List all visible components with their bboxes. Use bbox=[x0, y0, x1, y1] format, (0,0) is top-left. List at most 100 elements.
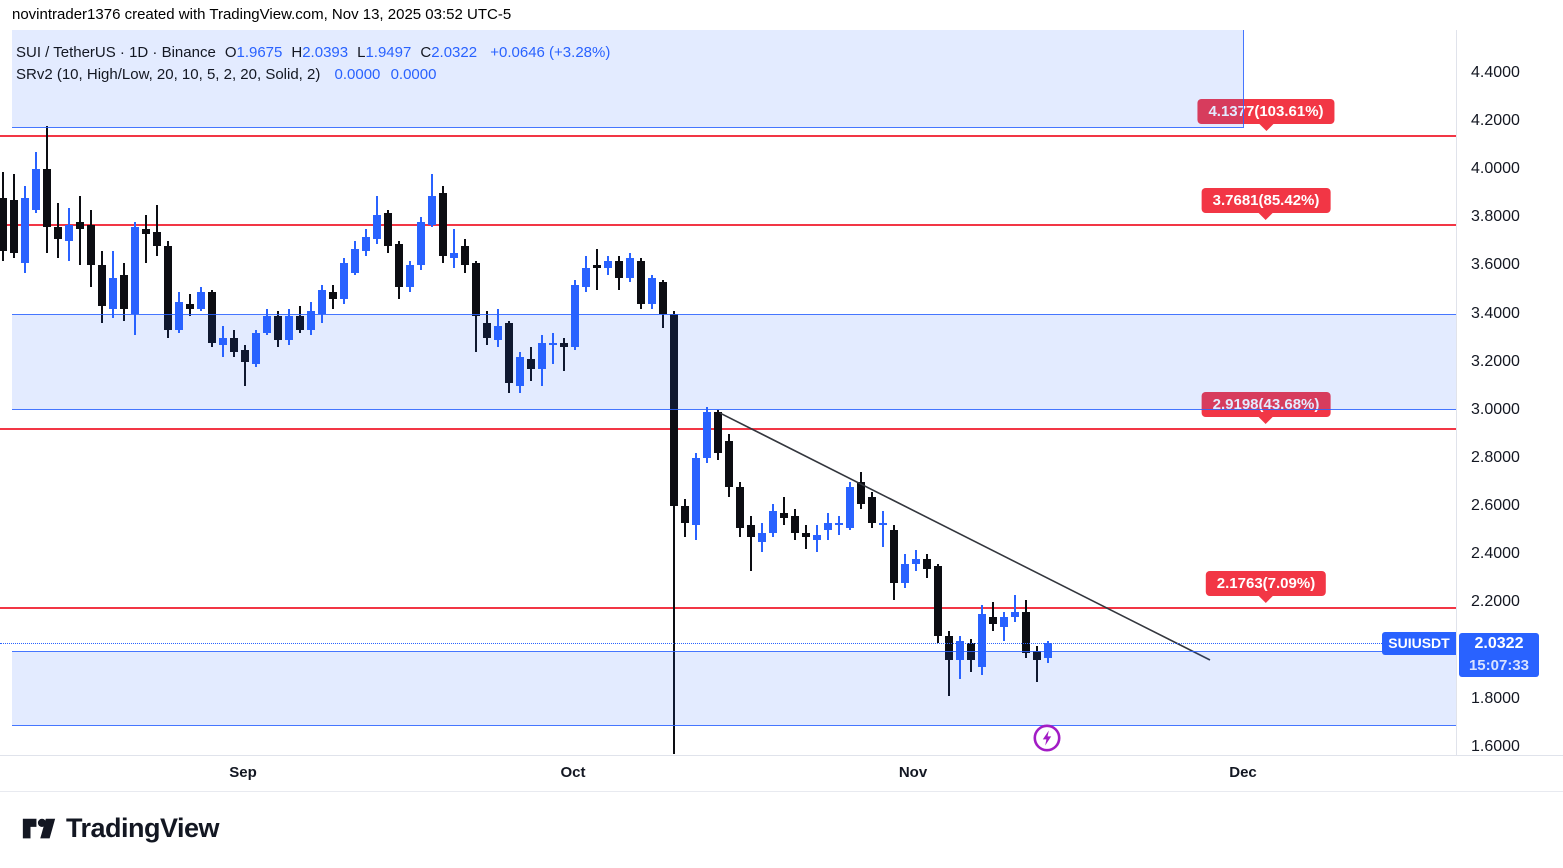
candle[interactable] bbox=[648, 277, 656, 304]
candle[interactable] bbox=[571, 284, 579, 348]
chart-pane[interactable]: SUI / TetherUS · 1D · Binance O1.9675 H2.0… bbox=[0, 30, 1456, 755]
candle[interactable] bbox=[373, 214, 381, 239]
candle[interactable] bbox=[736, 486, 744, 528]
lightning-event-icon[interactable] bbox=[1032, 723, 1062, 755]
symbol-title[interactable]: SUI / TetherUS · 1D · Binance bbox=[16, 44, 216, 61]
candle[interactable] bbox=[65, 224, 73, 242]
candle[interactable] bbox=[54, 226, 62, 239]
candle[interactable] bbox=[945, 636, 953, 661]
candle[interactable] bbox=[175, 301, 183, 331]
candle[interactable] bbox=[538, 342, 546, 369]
candle[interactable] bbox=[1022, 612, 1030, 653]
candle[interactable] bbox=[670, 313, 678, 507]
candle[interactable] bbox=[197, 291, 205, 309]
candle-wick[interactable] bbox=[838, 515, 840, 536]
candle[interactable] bbox=[362, 236, 370, 252]
level-label[interactable]: 4.1377(103.61%) bbox=[1197, 99, 1335, 125]
candle[interactable] bbox=[87, 224, 95, 266]
trendline[interactable] bbox=[719, 412, 1211, 661]
candle[interactable] bbox=[230, 337, 238, 353]
candle[interactable] bbox=[714, 412, 722, 454]
candle[interactable] bbox=[109, 277, 117, 309]
candle[interactable] bbox=[505, 323, 513, 384]
candle[interactable] bbox=[208, 291, 216, 343]
candle[interactable] bbox=[241, 349, 249, 362]
candle[interactable] bbox=[1011, 612, 1019, 617]
candle[interactable] bbox=[967, 643, 975, 661]
candle[interactable] bbox=[406, 265, 414, 288]
candle[interactable] bbox=[450, 253, 458, 259]
candle[interactable] bbox=[703, 412, 711, 459]
candle[interactable] bbox=[593, 265, 601, 268]
candle[interactable] bbox=[890, 530, 898, 584]
candle[interactable] bbox=[263, 316, 271, 333]
candle[interactable] bbox=[879, 523, 887, 526]
candle[interactable] bbox=[428, 195, 436, 225]
candle[interactable] bbox=[747, 525, 755, 538]
candle-wick[interactable] bbox=[1003, 612, 1005, 641]
candle[interactable] bbox=[98, 265, 106, 307]
price-axis[interactable]: 2.0322 15:07:33 4.4000 4.2000 4.0000 3.8000… bbox=[1456, 30, 1563, 755]
candle[interactable] bbox=[813, 535, 821, 540]
candle[interactable] bbox=[824, 523, 832, 531]
candle[interactable] bbox=[846, 486, 854, 528]
level-label[interactable]: 2.9198(43.68%) bbox=[1201, 392, 1331, 418]
candle[interactable] bbox=[164, 246, 172, 331]
candle[interactable] bbox=[483, 323, 491, 338]
candle[interactable] bbox=[186, 303, 194, 309]
candle[interactable] bbox=[681, 506, 689, 524]
candle-wick[interactable] bbox=[596, 248, 598, 290]
candle[interactable] bbox=[934, 566, 942, 637]
candle[interactable] bbox=[131, 226, 139, 314]
candle-wick[interactable] bbox=[563, 337, 565, 372]
candle[interactable] bbox=[219, 337, 227, 345]
candle[interactable] bbox=[868, 496, 876, 524]
candle[interactable] bbox=[340, 263, 348, 300]
candle[interactable] bbox=[1033, 650, 1041, 661]
candle[interactable] bbox=[516, 356, 524, 386]
candle[interactable] bbox=[153, 231, 161, 247]
candle[interactable] bbox=[472, 263, 480, 317]
candle[interactable] bbox=[285, 316, 293, 341]
candle[interactable] bbox=[791, 515, 799, 533]
candle[interactable] bbox=[978, 614, 986, 668]
level-line[interactable] bbox=[0, 607, 1456, 610]
candle[interactable] bbox=[923, 559, 931, 569]
candle[interactable] bbox=[527, 359, 535, 369]
candle[interactable] bbox=[857, 482, 865, 504]
candle[interactable] bbox=[780, 513, 788, 519]
candle[interactable] bbox=[21, 198, 29, 264]
candle[interactable] bbox=[329, 291, 337, 300]
candle[interactable] bbox=[549, 342, 557, 345]
candle[interactable] bbox=[835, 523, 843, 526]
time-axis[interactable]: Sep Oct Nov Dec bbox=[0, 755, 1563, 792]
candle[interactable] bbox=[604, 260, 612, 268]
candle[interactable] bbox=[0, 198, 7, 252]
candle[interactable] bbox=[384, 212, 392, 247]
candle[interactable] bbox=[252, 332, 260, 365]
candle[interactable] bbox=[692, 458, 700, 526]
candle[interactable] bbox=[142, 229, 150, 235]
symbol-price-tag[interactable]: SUIUSDT bbox=[1382, 631, 1456, 655]
candle[interactable] bbox=[296, 316, 304, 331]
candle[interactable] bbox=[725, 441, 733, 487]
candle[interactable] bbox=[615, 260, 623, 278]
candle-wick[interactable] bbox=[948, 631, 950, 697]
candle[interactable] bbox=[626, 258, 634, 278]
brand-footer[interactable]: TradingView bbox=[22, 813, 220, 844]
level-line[interactable] bbox=[0, 224, 1456, 227]
candle[interactable] bbox=[76, 222, 84, 230]
candle-wick[interactable] bbox=[244, 344, 246, 386]
candle[interactable] bbox=[901, 563, 909, 584]
candle[interactable] bbox=[120, 275, 128, 309]
candle-wick[interactable] bbox=[1014, 595, 1016, 622]
candle-wick[interactable] bbox=[1036, 645, 1038, 682]
candle[interactable] bbox=[274, 316, 282, 341]
level-label[interactable]: 2.1763(7.09%) bbox=[1205, 571, 1327, 597]
level-line[interactable] bbox=[0, 135, 1456, 138]
candle[interactable] bbox=[307, 311, 315, 331]
candle[interactable] bbox=[32, 169, 40, 211]
candle-wick[interactable] bbox=[882, 510, 884, 548]
candle[interactable] bbox=[802, 532, 810, 538]
candle[interactable] bbox=[461, 246, 469, 266]
